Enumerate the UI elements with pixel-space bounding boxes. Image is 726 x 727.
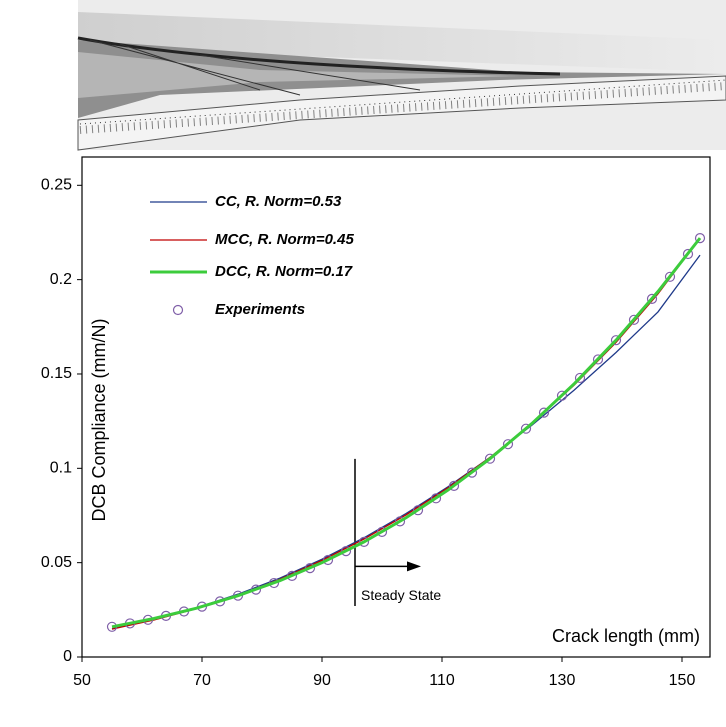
legend-label: DCC, R. Norm=0.17 [215,263,353,280]
legend-label: MCC, R. Norm=0.45 [215,231,354,248]
data-point [358,536,370,548]
y-tick-label: 0 [63,648,72,665]
data-point [484,453,496,464]
data-point [502,439,514,450]
data-point [610,335,622,346]
legend-swatch [172,304,184,316]
x-tick-label: 50 [73,672,91,689]
data-point [448,480,460,491]
annotation-text: Steady State [361,587,441,603]
x-tick-label: 130 [549,672,576,689]
data-point [520,423,532,434]
data-point [592,354,604,365]
data-point [556,390,568,401]
y-tick-label: 0.2 [50,271,72,288]
data-point [646,293,658,304]
data-point [322,554,334,566]
arrow-head [407,561,421,572]
data-point [412,505,424,516]
data-point [376,526,388,538]
data-point [394,516,406,527]
data-point [340,546,352,557]
series-line [111,237,701,630]
data-point [628,314,640,325]
data-point [574,372,586,384]
series-line [111,237,702,629]
plot-frame [81,156,711,658]
specimen-photo [77,0,726,151]
x-tick-label: 110 [429,672,455,689]
data-point [682,248,694,260]
x-axis-title: Crack length (mm) [552,626,700,646]
legend-label: CC, R. Norm=0.53 [215,193,342,210]
x-tick-label: 70 [193,672,211,689]
data-point [538,407,550,418]
y-tick-label: 0.1 [50,460,72,477]
y-axis-title: DCB Compliance (mm/N) [89,318,109,521]
series-line [111,254,701,630]
x-tick-label: 90 [313,672,331,689]
y-tick-label: 0.25 [41,177,72,194]
data-point [430,493,442,504]
data-point [466,467,478,478]
data-point [664,271,676,282]
legend-label: Experiments [215,301,305,318]
y-tick-label: 0.15 [41,365,72,382]
data-point [694,233,706,244]
y-tick-label: 0.05 [41,554,72,571]
x-tick-label: 150 [669,672,696,689]
